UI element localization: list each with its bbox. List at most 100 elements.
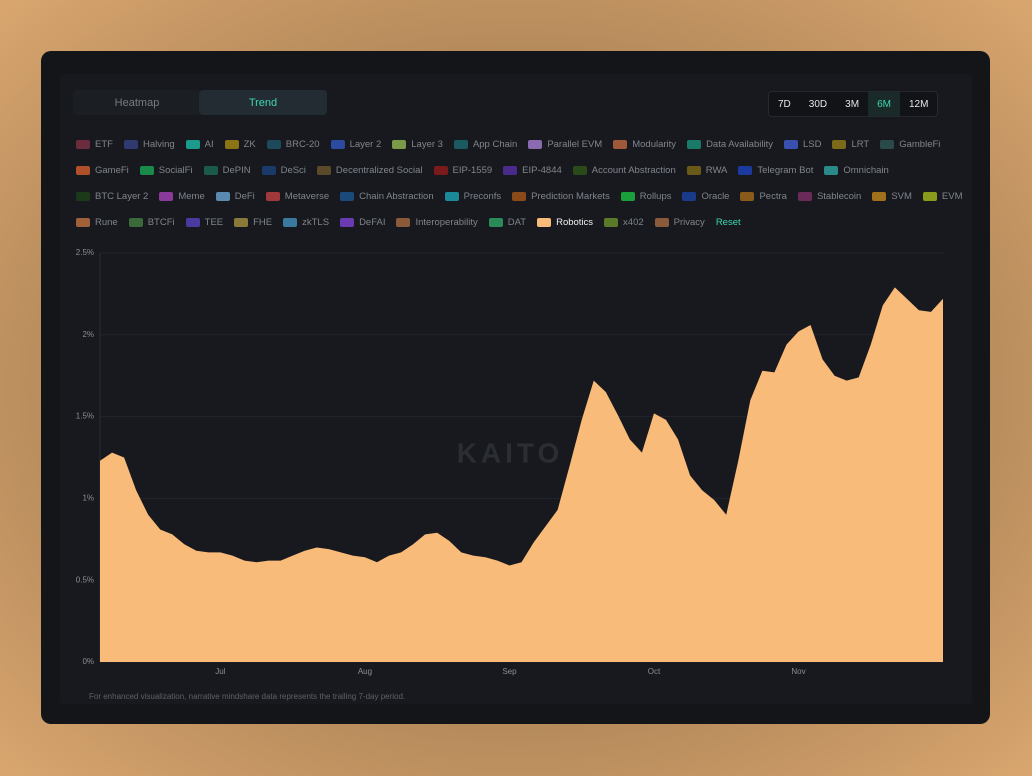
legend-item[interactable]: BRC-20 (266, 138, 320, 150)
legend-label[interactable]: EIP-4844 (522, 164, 562, 176)
legend-label[interactable]: Chain Abstraction (359, 190, 434, 202)
legend-label[interactable]: Prediction Markets (531, 190, 610, 202)
legend-item[interactable]: LSD (783, 138, 822, 150)
legend-label[interactable]: Interoperability (415, 216, 478, 228)
legend-item[interactable]: GambleFi (880, 139, 940, 150)
legend-item[interactable]: EVM (922, 190, 963, 202)
legend-label[interactable]: Pectra (759, 190, 787, 202)
legend-label[interactable]: Rollups (639, 190, 672, 202)
range-button[interactable]: 30D (808, 98, 828, 110)
range-button[interactable]: 6M (868, 92, 900, 116)
legend-item[interactable]: GameFi (76, 165, 129, 176)
legend-item[interactable]: RWA (686, 164, 728, 176)
legend-label[interactable]: Oracle (701, 190, 730, 202)
legend-label[interactable]: BRC-20 (285, 138, 320, 150)
legend-label[interactable]: Rune (95, 216, 118, 228)
legend-label[interactable]: GambleFi (899, 138, 941, 150)
legend-item[interactable]: Data Availability (687, 139, 773, 150)
legend-label[interactable]: x402 (623, 216, 644, 228)
legend-label[interactable]: Metaverse (284, 190, 330, 202)
legend-label[interactable]: AI (204, 138, 214, 150)
legend-item[interactable]: Halving (123, 138, 175, 150)
legend-item[interactable]: Account Abstraction (572, 164, 676, 176)
legend-item[interactable]: FHE (234, 217, 272, 228)
legend-label[interactable]: DAT (507, 216, 527, 228)
legend-label[interactable]: Modularity (632, 138, 677, 150)
legend-item[interactable]: SVM (872, 191, 912, 202)
legend-item[interactable]: Robotics (537, 217, 593, 228)
legend-item[interactable]: ZK (224, 139, 256, 150)
legend-item[interactable]: Modularity (613, 139, 676, 150)
range-button[interactable]: 7D (778, 98, 791, 110)
legend-item[interactable]: DePIN (203, 164, 251, 176)
legend-label[interactable]: FHE (253, 216, 273, 228)
legend-label[interactable]: DeSci (280, 164, 306, 176)
legend-item[interactable]: zkTLS (283, 217, 329, 228)
reset-button[interactable]: Reset (715, 216, 741, 228)
legend-label[interactable]: DeFAI (359, 216, 386, 228)
legend-label[interactable]: GameFi (95, 164, 129, 176)
legend-item[interactable]: DAT (488, 216, 527, 228)
legend-item[interactable]: Telegram Bot (738, 165, 813, 176)
legend-item[interactable]: ETF (76, 139, 113, 150)
legend-label[interactable]: Decentralized Social (335, 164, 423, 176)
legend-label[interactable]: RWA (705, 164, 728, 176)
legend-label[interactable]: LSD (802, 138, 822, 150)
legend-item[interactable]: Decentralized Social (316, 164, 423, 176)
tab[interactable]: Heatmap (73, 90, 201, 115)
legend-label[interactable]: BTCFi (147, 216, 175, 228)
legend-label[interactable]: zkTLS (302, 216, 330, 228)
legend-item[interactable]: Pectra (740, 190, 787, 202)
legend-item[interactable]: Privacy (654, 216, 705, 228)
legend-item[interactable]: Rune (76, 217, 118, 228)
legend-item[interactable]: Stablecoin (797, 190, 862, 202)
legend-label[interactable]: Layer 3 (411, 138, 443, 150)
legend-item[interactable]: DeFi (215, 191, 255, 202)
legend-item[interactable]: Omnichain (824, 165, 889, 176)
legend-item[interactable]: x402 (604, 217, 644, 228)
legend-item[interactable]: AI (185, 138, 214, 150)
legend-label[interactable]: Account Abstraction (591, 164, 676, 176)
legend-item[interactable]: App Chain (453, 138, 518, 150)
legend-item[interactable]: Rollups (620, 190, 672, 202)
legend-item[interactable]: Preconfs (444, 190, 502, 202)
legend-label[interactable]: TEE (204, 216, 224, 228)
legend-label[interactable]: Data Availability (706, 138, 773, 150)
legend-item[interactable]: BTCFi (128, 216, 175, 228)
legend-label[interactable]: Privacy (673, 216, 705, 228)
legend-item[interactable]: SocialFi (139, 164, 193, 176)
legend-item[interactable]: Parallel EVM (528, 139, 602, 150)
legend-item[interactable]: BTC Layer 2 (76, 191, 148, 202)
legend-label[interactable]: Preconfs (463, 190, 502, 202)
legend-item[interactable]: Oracle (682, 191, 729, 202)
tab[interactable]: Trend (199, 90, 327, 115)
legend-item[interactable]: DeFAI (340, 217, 385, 228)
legend-item[interactable]: TEE (185, 216, 224, 228)
legend-item[interactable]: Interoperability (396, 216, 478, 228)
legend-item[interactable]: EIP-4844 (503, 165, 562, 176)
legend-item[interactable]: LRT (832, 139, 869, 150)
legend-label[interactable]: App Chain (472, 138, 518, 150)
legend-label[interactable]: Meme (178, 190, 205, 202)
legend-item[interactable]: Meme (159, 190, 205, 202)
legend-item[interactable]: Layer 3 (392, 139, 443, 150)
legend-label[interactable]: Halving (142, 138, 175, 150)
legend-label[interactable]: Stablecoin (816, 190, 862, 202)
legend-label[interactable]: LRT (851, 138, 870, 150)
legend-item[interactable]: EIP-1559 (433, 165, 492, 176)
legend-item[interactable]: Metaverse (265, 190, 330, 202)
legend-label[interactable]: SocialFi (158, 164, 193, 176)
legend-label[interactable]: BTC Layer 2 (95, 190, 149, 202)
legend-label[interactable]: Telegram Bot (757, 164, 814, 176)
legend-item[interactable]: Layer 2 (330, 138, 382, 150)
legend-item[interactable]: Prediction Markets (512, 191, 610, 202)
legend-label[interactable]: EVM (941, 190, 963, 202)
legend-label[interactable]: Parallel EVM (547, 138, 603, 150)
legend-label[interactable]: Layer 2 (349, 138, 382, 150)
legend-label[interactable]: SVM (891, 190, 912, 202)
legend-item[interactable]: DeSci (261, 164, 306, 176)
legend-label[interactable]: DePIN (222, 164, 251, 176)
range-button[interactable]: 12M (908, 98, 929, 110)
range-button[interactable]: 3M (845, 98, 860, 110)
legend-item[interactable]: Chain Abstraction (340, 190, 434, 202)
